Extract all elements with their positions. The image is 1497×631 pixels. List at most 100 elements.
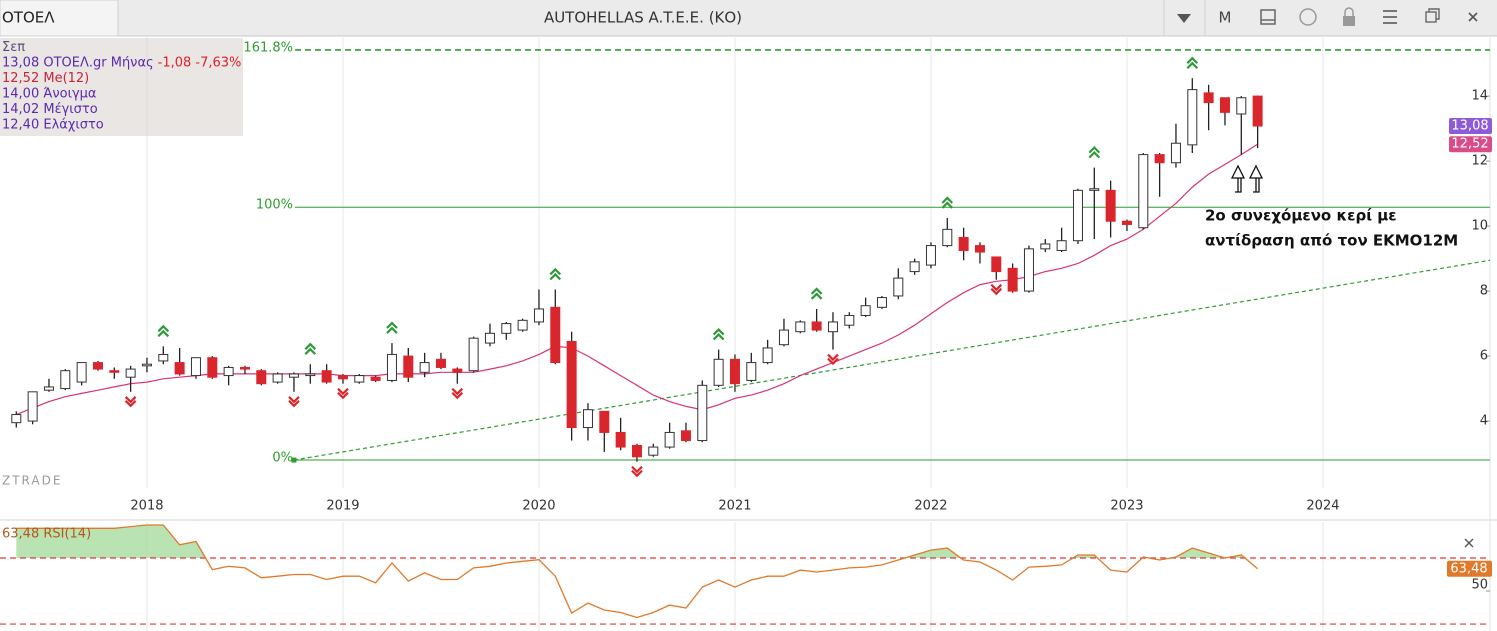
y-tick-label: 4 [1480, 414, 1488, 429]
sell-signal [451, 387, 464, 400]
moving-average-line [16, 143, 1258, 416]
legend-line: Σεπ [2, 40, 25, 55]
legend-text: 14,02 Μέγιστο [2, 102, 98, 117]
symbol[interactable]: ΟΤΟΕΛ [2, 9, 55, 27]
rsi-y-tick-label: 50 [1471, 578, 1488, 593]
buy-signal [941, 196, 954, 209]
rsi-last-value-box [1447, 560, 1492, 577]
legend-text: -1,08 -7,63% [158, 55, 242, 70]
candle-body [827, 321, 838, 333]
candle-body [239, 366, 250, 370]
candle-body [1252, 95, 1263, 127]
candle-body [27, 391, 38, 422]
legend-line: 14,00 Άνοιγμα [2, 86, 97, 101]
legend-text: Σεπ [2, 40, 25, 55]
candle-body [1007, 267, 1018, 292]
close-rsi-button[interactable] [1464, 538, 1474, 548]
candle-body [403, 355, 414, 378]
annotation-arrow [1248, 164, 1264, 192]
candle-body [1056, 240, 1067, 251]
candle-body [435, 358, 446, 368]
candle-body [860, 305, 871, 316]
close-button[interactable] [1468, 12, 1478, 22]
buy-signal [157, 324, 170, 338]
last-value-label: 12,52 [1451, 137, 1488, 152]
candle-body [158, 353, 169, 362]
dropdown-button[interactable] [1177, 14, 1191, 23]
menu-button[interactable] [1383, 10, 1397, 24]
x-tick-label: 2020 [522, 499, 555, 514]
candle-body [680, 430, 691, 442]
candle-body [337, 375, 348, 380]
y-tick-label: 8 [1480, 284, 1488, 299]
panel-button[interactable] [1260, 9, 1276, 25]
candle-body [1219, 97, 1230, 113]
candle-body [631, 444, 642, 458]
candle-body [844, 314, 855, 326]
lock-shackle [1344, 7, 1354, 16]
candle-body [893, 277, 904, 297]
candle-body [272, 373, 283, 383]
annotation-arrow-stem [1235, 178, 1260, 193]
candle-body [1089, 188, 1100, 191]
sell-signal [288, 396, 300, 408]
candle-body [811, 321, 822, 331]
fib-level-label: 0% [272, 451, 293, 466]
candle-body [419, 362, 430, 373]
candle-body [713, 358, 724, 386]
x-tick-label: 2022 [914, 499, 947, 514]
period-button[interactable]: M [1219, 9, 1232, 27]
candle-body [223, 366, 234, 377]
legend-text: 12,40 Ελάχιστο [2, 117, 104, 132]
candle-body [697, 384, 708, 442]
rsi-legend: 63,48 RSI(14) [2, 527, 91, 542]
buy-signal [1186, 56, 1199, 70]
candle-body [550, 306, 561, 364]
candle-body [1138, 154, 1149, 229]
sell-signal [337, 387, 349, 400]
candle-body [174, 362, 185, 375]
candle-body [762, 347, 773, 364]
candle-body [1023, 248, 1034, 292]
legend-line: 14,02 Μέγιστο [2, 102, 98, 117]
restore-button[interactable] [1425, 11, 1437, 23]
symbol-box[interactable] [0, 0, 119, 37]
x-tick-label: 2021 [718, 499, 751, 514]
annotation: αντίδραση από τον ΕΚΜΟ12Μ [1205, 232, 1458, 250]
legend-line: 12,40 Ελάχιστο [2, 117, 104, 132]
candle-body [876, 297, 887, 308]
buy-signal [810, 287, 823, 300]
candle-body [92, 362, 103, 370]
candle-body [190, 357, 201, 377]
candle-body [256, 370, 267, 385]
candle-body [484, 332, 495, 344]
candle-body [354, 375, 365, 383]
rsi-line [16, 524, 1259, 619]
candle-body [321, 370, 332, 383]
candle-body [1187, 89, 1198, 146]
watermark: ZTRADE [2, 474, 62, 488]
legend-text: 13,08 ΟΤΟΕΛ.gr Μήνας [2, 55, 154, 70]
trendline [293, 259, 1491, 461]
comment-button[interactable] [1299, 8, 1317, 26]
sell-signal [827, 353, 839, 366]
candle-body [942, 228, 953, 247]
candle-body [1072, 189, 1083, 242]
candle-body [43, 386, 54, 391]
candle-body [909, 261, 920, 273]
legend-line: 13,08 ΟΤΟΕΛ.gr Μήνας -1,08 -7,63% [2, 55, 241, 70]
candle-body [60, 370, 71, 390]
candle-body [599, 410, 610, 433]
candle-body [991, 256, 1002, 273]
candle-body [11, 414, 22, 424]
candle-body [468, 337, 479, 372]
buy-signal [1088, 146, 1101, 159]
candle-body [1203, 92, 1214, 104]
candle-body [958, 236, 969, 251]
candle-body [76, 362, 87, 383]
y-tick-label: 10 [1471, 219, 1488, 234]
candle-body [1154, 154, 1165, 164]
lock-button[interactable] [1343, 16, 1355, 26]
y-tick-label: 14 [1471, 89, 1488, 104]
